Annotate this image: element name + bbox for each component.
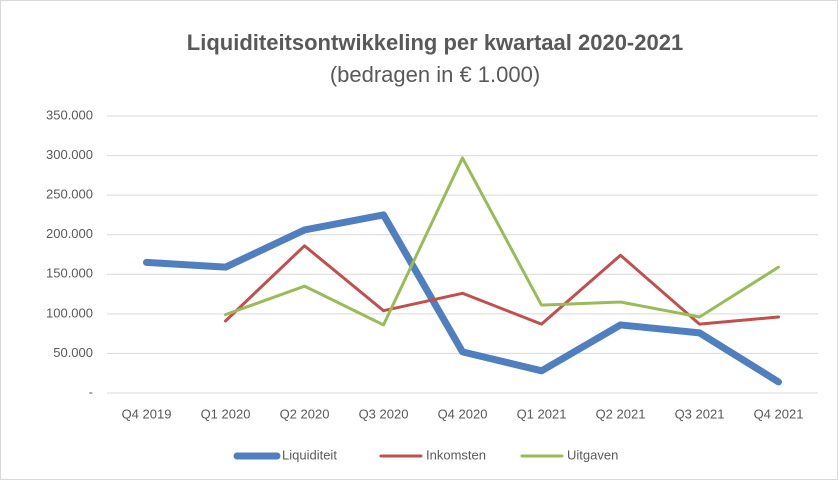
y-tick-label: 300.000 [46, 147, 93, 162]
x-tick-label: Q1 2020 [201, 406, 251, 421]
series-line [224, 244, 780, 326]
x-tick-label: Q3 2020 [359, 406, 409, 421]
x-tick-label: Q4 2020 [438, 406, 488, 421]
legend-label: Uitgaven [567, 447, 618, 462]
y-tick-label: 250.000 [46, 187, 93, 202]
chart-title: Liquiditeitsontwikkeling per kwartaal 20… [187, 30, 683, 55]
legend-label: Inkomsten [426, 447, 486, 462]
y-tick-label: 350.000 [46, 107, 93, 122]
x-tick-label: Q1 2021 [517, 406, 567, 421]
series-line [143, 211, 782, 386]
y-tick-label: - [89, 384, 93, 399]
legend-label: Liquiditeit [282, 447, 337, 462]
y-tick-label: 100.000 [46, 305, 93, 320]
x-tick-label: Q2 2020 [280, 406, 330, 421]
series-line [224, 156, 780, 327]
x-tick-label: Q3 2021 [675, 406, 725, 421]
y-tick-label: 200.000 [46, 226, 93, 241]
chart-subtitle: (bedragen in € 1.000) [330, 62, 540, 87]
x-tick-label: Q4 2019 [122, 406, 172, 421]
x-tick-label: Q4 2021 [754, 406, 804, 421]
x-tick-label: Q2 2021 [596, 406, 646, 421]
y-tick-label: 50.000 [53, 345, 93, 360]
y-tick-label: 150.000 [46, 266, 93, 281]
